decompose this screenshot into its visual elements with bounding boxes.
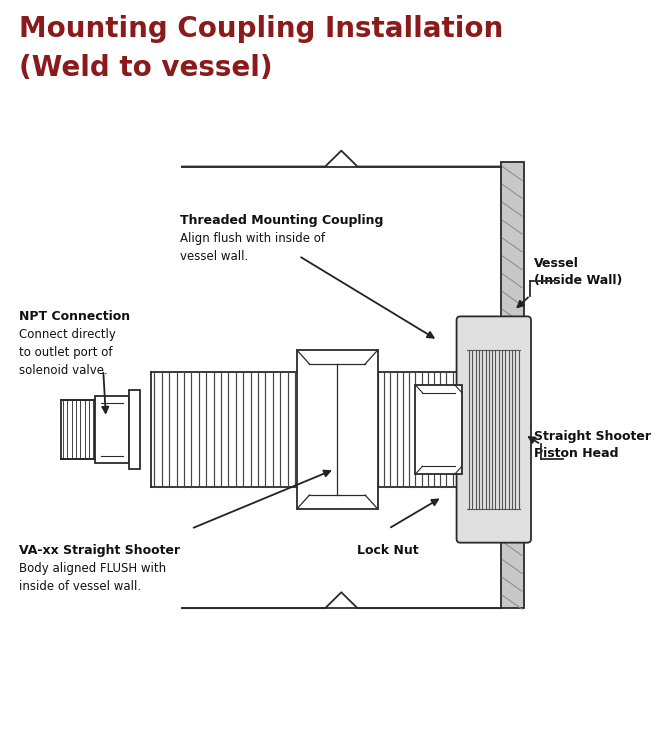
Bar (500, 161, 524, 608)
Bar (129, 390, 140, 469)
Bar (297, 350, 377, 509)
Text: Connect directly
to outlet port of
solenoid valve.: Connect directly to outlet port of solen… (19, 328, 116, 377)
Text: Lock Nut: Lock Nut (357, 544, 418, 556)
Text: Mounting Coupling Installation: Mounting Coupling Installation (19, 15, 503, 43)
Text: Vessel
(Inside Wall): Vessel (Inside Wall) (534, 257, 622, 287)
Text: Threaded Mounting Coupling: Threaded Mounting Coupling (180, 214, 384, 227)
Bar (61, 400, 95, 459)
Bar (95, 396, 129, 463)
Text: Align flush with inside of
vessel wall.: Align flush with inside of vessel wall. (180, 232, 325, 263)
Text: VA-xx Straight Shooter: VA-xx Straight Shooter (19, 544, 180, 556)
Text: Body aligned FLUSH with
inside of vessel wall.: Body aligned FLUSH with inside of vessel… (19, 562, 166, 592)
Bar (415, 385, 462, 474)
FancyBboxPatch shape (457, 316, 531, 542)
Text: (Weld to vessel): (Weld to vessel) (19, 54, 273, 82)
Text: Straight Shooter
Piston Head: Straight Shooter Piston Head (534, 429, 651, 459)
Text: NPT Connection: NPT Connection (19, 310, 130, 324)
